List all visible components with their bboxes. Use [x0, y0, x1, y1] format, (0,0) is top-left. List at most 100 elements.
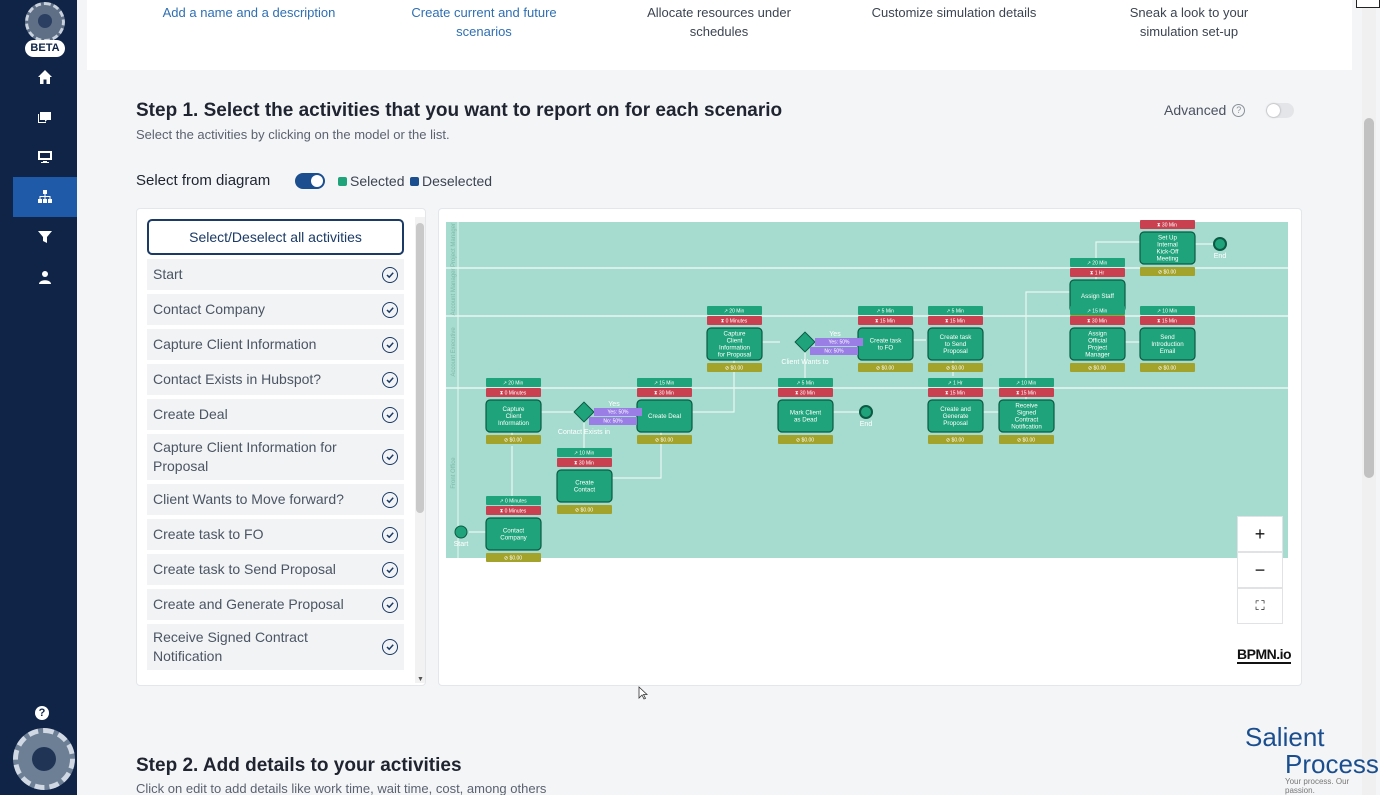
check-circle-icon[interactable] [382, 406, 398, 423]
activity-list-item[interactable]: Capture Client Information for Proposal [147, 434, 404, 480]
scroll-down-arrow-icon[interactable]: ▼ [417, 676, 424, 683]
select-all-button[interactable]: Select/Deselect all activities [147, 219, 404, 255]
task-label-line: Contact [574, 487, 596, 494]
check-circle-icon[interactable] [382, 491, 398, 508]
task-label-line: Proposal [943, 420, 967, 427]
app-logo[interactable]: BETA [23, 2, 67, 57]
gear-logo-icon [25, 2, 65, 42]
check-circle-icon[interactable] [382, 526, 398, 543]
task-body[interactable] [485, 399, 542, 433]
list-scrollbar[interactable]: ▼ [415, 217, 425, 683]
task-body[interactable] [1139, 231, 1196, 265]
activity-list-item[interactable]: Create task to Send Proposal [147, 554, 404, 585]
bpmn-io-logo[interactable]: BPMN.io [1237, 646, 1292, 664]
bpmn-task[interactable]: Create task to FO [857, 306, 914, 372]
bpmn-task[interactable]: Set Up Internal Kick-Off Meeting [1139, 220, 1196, 276]
task-body[interactable] [998, 399, 1055, 433]
wizard-step-5[interactable]: Sneak a look to your simulation set-up [1129, 5, 1249, 39]
task-worktime-badge [557, 448, 612, 457]
task-worktime-badge [486, 378, 541, 387]
bpmn-task[interactable]: Create and Generate Proposal [927, 378, 984, 444]
wizard-step-4[interactable]: Customize simulation details [871, 5, 1037, 20]
task-worktime-badge [928, 306, 983, 315]
task-body[interactable] [777, 399, 834, 433]
nav-user-settings[interactable] [13, 257, 77, 297]
task-body[interactable] [485, 517, 542, 551]
zoom-in-button[interactable]: + [1237, 516, 1283, 552]
check-circle-icon[interactable] [382, 301, 398, 318]
check-circle-icon[interactable] [382, 336, 398, 353]
check-circle-icon[interactable] [382, 266, 398, 283]
lane-label: Project Manager [451, 223, 457, 267]
page-scrollbar[interactable] [1362, 0, 1376, 795]
activity-list-item[interactable]: Start [147, 259, 404, 290]
check-circle-icon[interactable] [382, 639, 398, 655]
end-event[interactable] [859, 405, 873, 419]
scrollbar-thumb[interactable] [1364, 118, 1374, 478]
bpmn-task[interactable]: Create Deal [636, 378, 693, 444]
task-label: Assign Official Project Manager [1085, 331, 1109, 359]
task-waittime: ⧗ 0 Minutes [500, 509, 527, 515]
check-circle-icon[interactable] [382, 596, 398, 613]
activity-list-item[interactable]: Create Deal [147, 399, 404, 430]
zoom-out-button[interactable]: − [1237, 552, 1283, 588]
task-body[interactable] [927, 399, 984, 433]
task-body[interactable] [706, 327, 763, 361]
task-cost: ⊘ $0.00 [946, 366, 964, 372]
activity-list-item[interactable]: Receive Signed Contract Notification [147, 624, 404, 670]
bpmn-task[interactable]: Mark Client as Dead [777, 378, 834, 444]
select-from-diagram-toggle[interactable] [295, 173, 325, 189]
bpmn-task[interactable]: Capture Client Information for Proposal [706, 306, 763, 372]
activity-list-item[interactable]: Client Wants to Move forward? [147, 484, 404, 515]
nav-hierarchy[interactable] [13, 177, 77, 217]
nav-monitor[interactable] [13, 137, 77, 177]
check-circle-icon[interactable] [382, 371, 398, 388]
bpmn-task[interactable]: Receive Signed Contract Notification [998, 378, 1055, 444]
nav-filter[interactable] [13, 217, 77, 257]
wizard-step-1[interactable]: Add a name and a description [162, 5, 336, 20]
activity-list-item[interactable]: Create and Generate Proposal [147, 589, 404, 620]
fit-view-button[interactable]: ⛶ [1237, 588, 1283, 624]
task-body[interactable] [556, 469, 613, 503]
help-icon[interactable]: ? [35, 706, 49, 720]
task-worktime: ↗ 0 Minutes [499, 499, 527, 505]
bpmn-task[interactable]: Capture Client Information [485, 378, 542, 444]
check-circle-icon[interactable] [382, 561, 398, 578]
list-scrollbar-thumb[interactable] [416, 223, 424, 513]
task-label: Capture Client Information [498, 406, 530, 427]
wizard-step-2[interactable]: Create current and future scenarios [411, 5, 557, 39]
activity-list-item[interactable]: Contact Company [147, 294, 404, 325]
bpmn-gateway[interactable] [573, 401, 595, 423]
task-cost: ⊘ $0.00 [504, 556, 522, 562]
question-icon[interactable]: ? [1232, 103, 1246, 117]
activity-list-item[interactable]: Capture Client Information [147, 329, 404, 360]
activity-label: Create task to Send Proposal [153, 561, 336, 577]
task-worktime: ↗ 1 Hr [947, 381, 962, 387]
wizard-steps: Add a name and a description Create curr… [87, 0, 1352, 70]
task-waittime-badge [999, 388, 1054, 397]
advanced-toggle[interactable] [1266, 103, 1294, 118]
nav-scenarios[interactable] [13, 97, 77, 137]
bpmn-task[interactable]: Create task to Send Proposal [927, 306, 984, 372]
task-body[interactable] [1069, 327, 1126, 361]
activity-list-item[interactable]: Contact Exists in Hubspot? [147, 364, 404, 395]
bpmn-task[interactable]: Assign Official Project Manager [1069, 306, 1126, 372]
settings-gear-icon[interactable] [13, 728, 75, 790]
end-event[interactable] [1213, 237, 1227, 251]
task-cost: ⊘ $0.00 [876, 366, 894, 372]
task-label-line: Internal [1157, 242, 1178, 249]
bpmn-task[interactable]: Contact Company [485, 496, 542, 562]
task-body[interactable] [1139, 327, 1196, 361]
nav-home[interactable] [13, 57, 77, 97]
activity-list-item[interactable]: Create task to FO [147, 519, 404, 550]
bpmn-task[interactable]: Create Contact [556, 448, 613, 514]
task-label-line: Company [500, 535, 527, 542]
task-body[interactable] [927, 327, 984, 361]
wizard-step-3[interactable]: Allocate resources under schedules [647, 5, 791, 39]
task-worktime-badge [707, 306, 762, 315]
start-event[interactable] [454, 525, 468, 539]
check-circle-icon[interactable] [382, 449, 398, 465]
bpmn-gateway[interactable] [794, 331, 816, 353]
bpmn-task[interactable]: Send Introduction Email [1139, 306, 1196, 372]
